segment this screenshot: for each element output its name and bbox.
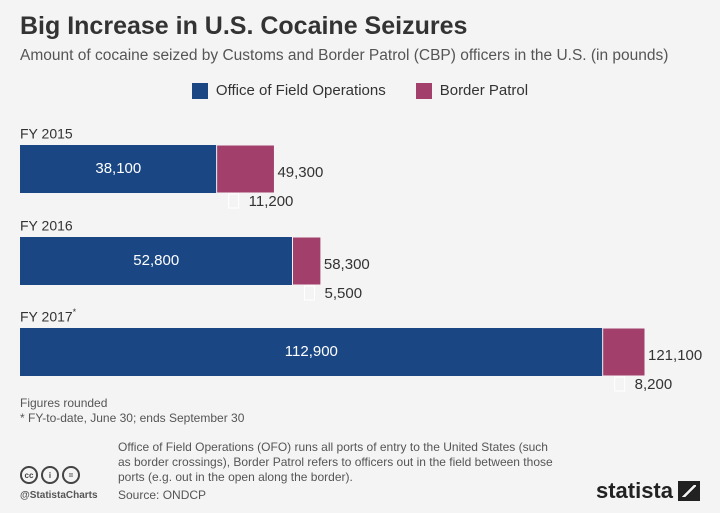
total-label-1: 58,300 <box>324 256 370 273</box>
footnote-rounded: Figures rounded <box>20 396 108 410</box>
total-label-2: 121,100 <box>648 347 702 364</box>
nd-icon: = <box>62 466 80 484</box>
legend-label-ofo: Office of Field Operations <box>215 82 386 99</box>
bar-chart: FY 2015 38,100 49,300 11,200 FY 2016 52,800 58… <box>20 126 702 393</box>
legend-swatch-border-patrol <box>415 82 432 99</box>
license-icons: cc i = <box>20 466 80 484</box>
total-label-0: 49,300 <box>277 164 323 181</box>
description-text: Office of Field Operations (OFO) runs al… <box>118 440 553 484</box>
legend-swatch-ofo <box>191 82 208 99</box>
footnotes: Figures rounded * FY-to-date, June 30; e… <box>20 396 244 426</box>
legend-item-border-patrol: Border Patrol <box>415 82 529 99</box>
callout-box-border-patrol-2 <box>614 376 626 392</box>
bar-border-patrol-2 <box>602 327 646 377</box>
legend-label-border-patrol: Border Patrol <box>439 82 529 99</box>
by-icon: i <box>41 466 59 484</box>
callout-box-border-patrol-1 <box>304 285 316 301</box>
legend: Office of Field Operations Border Patrol <box>0 82 720 99</box>
callout-box-border-patrol-0 <box>228 193 240 209</box>
category-label-0: FY 2015 <box>20 126 73 142</box>
bar-border-patrol-1 <box>292 236 322 286</box>
value-label-ofo-0: 38,100 <box>95 160 141 177</box>
statista-logo: statista <box>596 478 700 504</box>
statista-logo-icon <box>678 481 700 501</box>
value-label-ofo-2: 112,900 <box>285 343 338 360</box>
value-label-border-patrol-0: 11,200 <box>249 193 294 210</box>
cc-icon: cc <box>20 466 38 484</box>
category-marker-2: * <box>73 307 77 317</box>
twitter-handle: @StatistaCharts <box>20 490 98 501</box>
value-label-ofo-1: 52,800 <box>133 252 179 269</box>
bar-ofo-0 <box>20 145 217 193</box>
description: Office of Field Operations (OFO) runs al… <box>118 440 558 503</box>
bar-ofo-2 <box>20 328 603 376</box>
bar-ofo-1 <box>20 237 293 285</box>
value-label-border-patrol-1: 5,500 <box>325 285 363 302</box>
chart-subtitle: Amount of cocaine seized by Customs and … <box>20 47 669 64</box>
bar-border-patrol-0 <box>216 144 275 194</box>
value-label-border-patrol-2: 8,200 <box>635 376 673 393</box>
category-label-2: FY 2017* <box>20 307 77 324</box>
statista-wordmark: statista <box>595 478 673 503</box>
footnote-asterisk: * FY-to-date, June 30; ends September 30 <box>20 411 245 425</box>
category-label-1: FY 2016 <box>20 218 73 234</box>
source: Source: ONDCP <box>118 488 207 502</box>
legend-item-ofo: Office of Field Operations <box>191 82 386 99</box>
chart-title: Big Increase in U.S. Cocaine Seizures <box>20 12 468 40</box>
